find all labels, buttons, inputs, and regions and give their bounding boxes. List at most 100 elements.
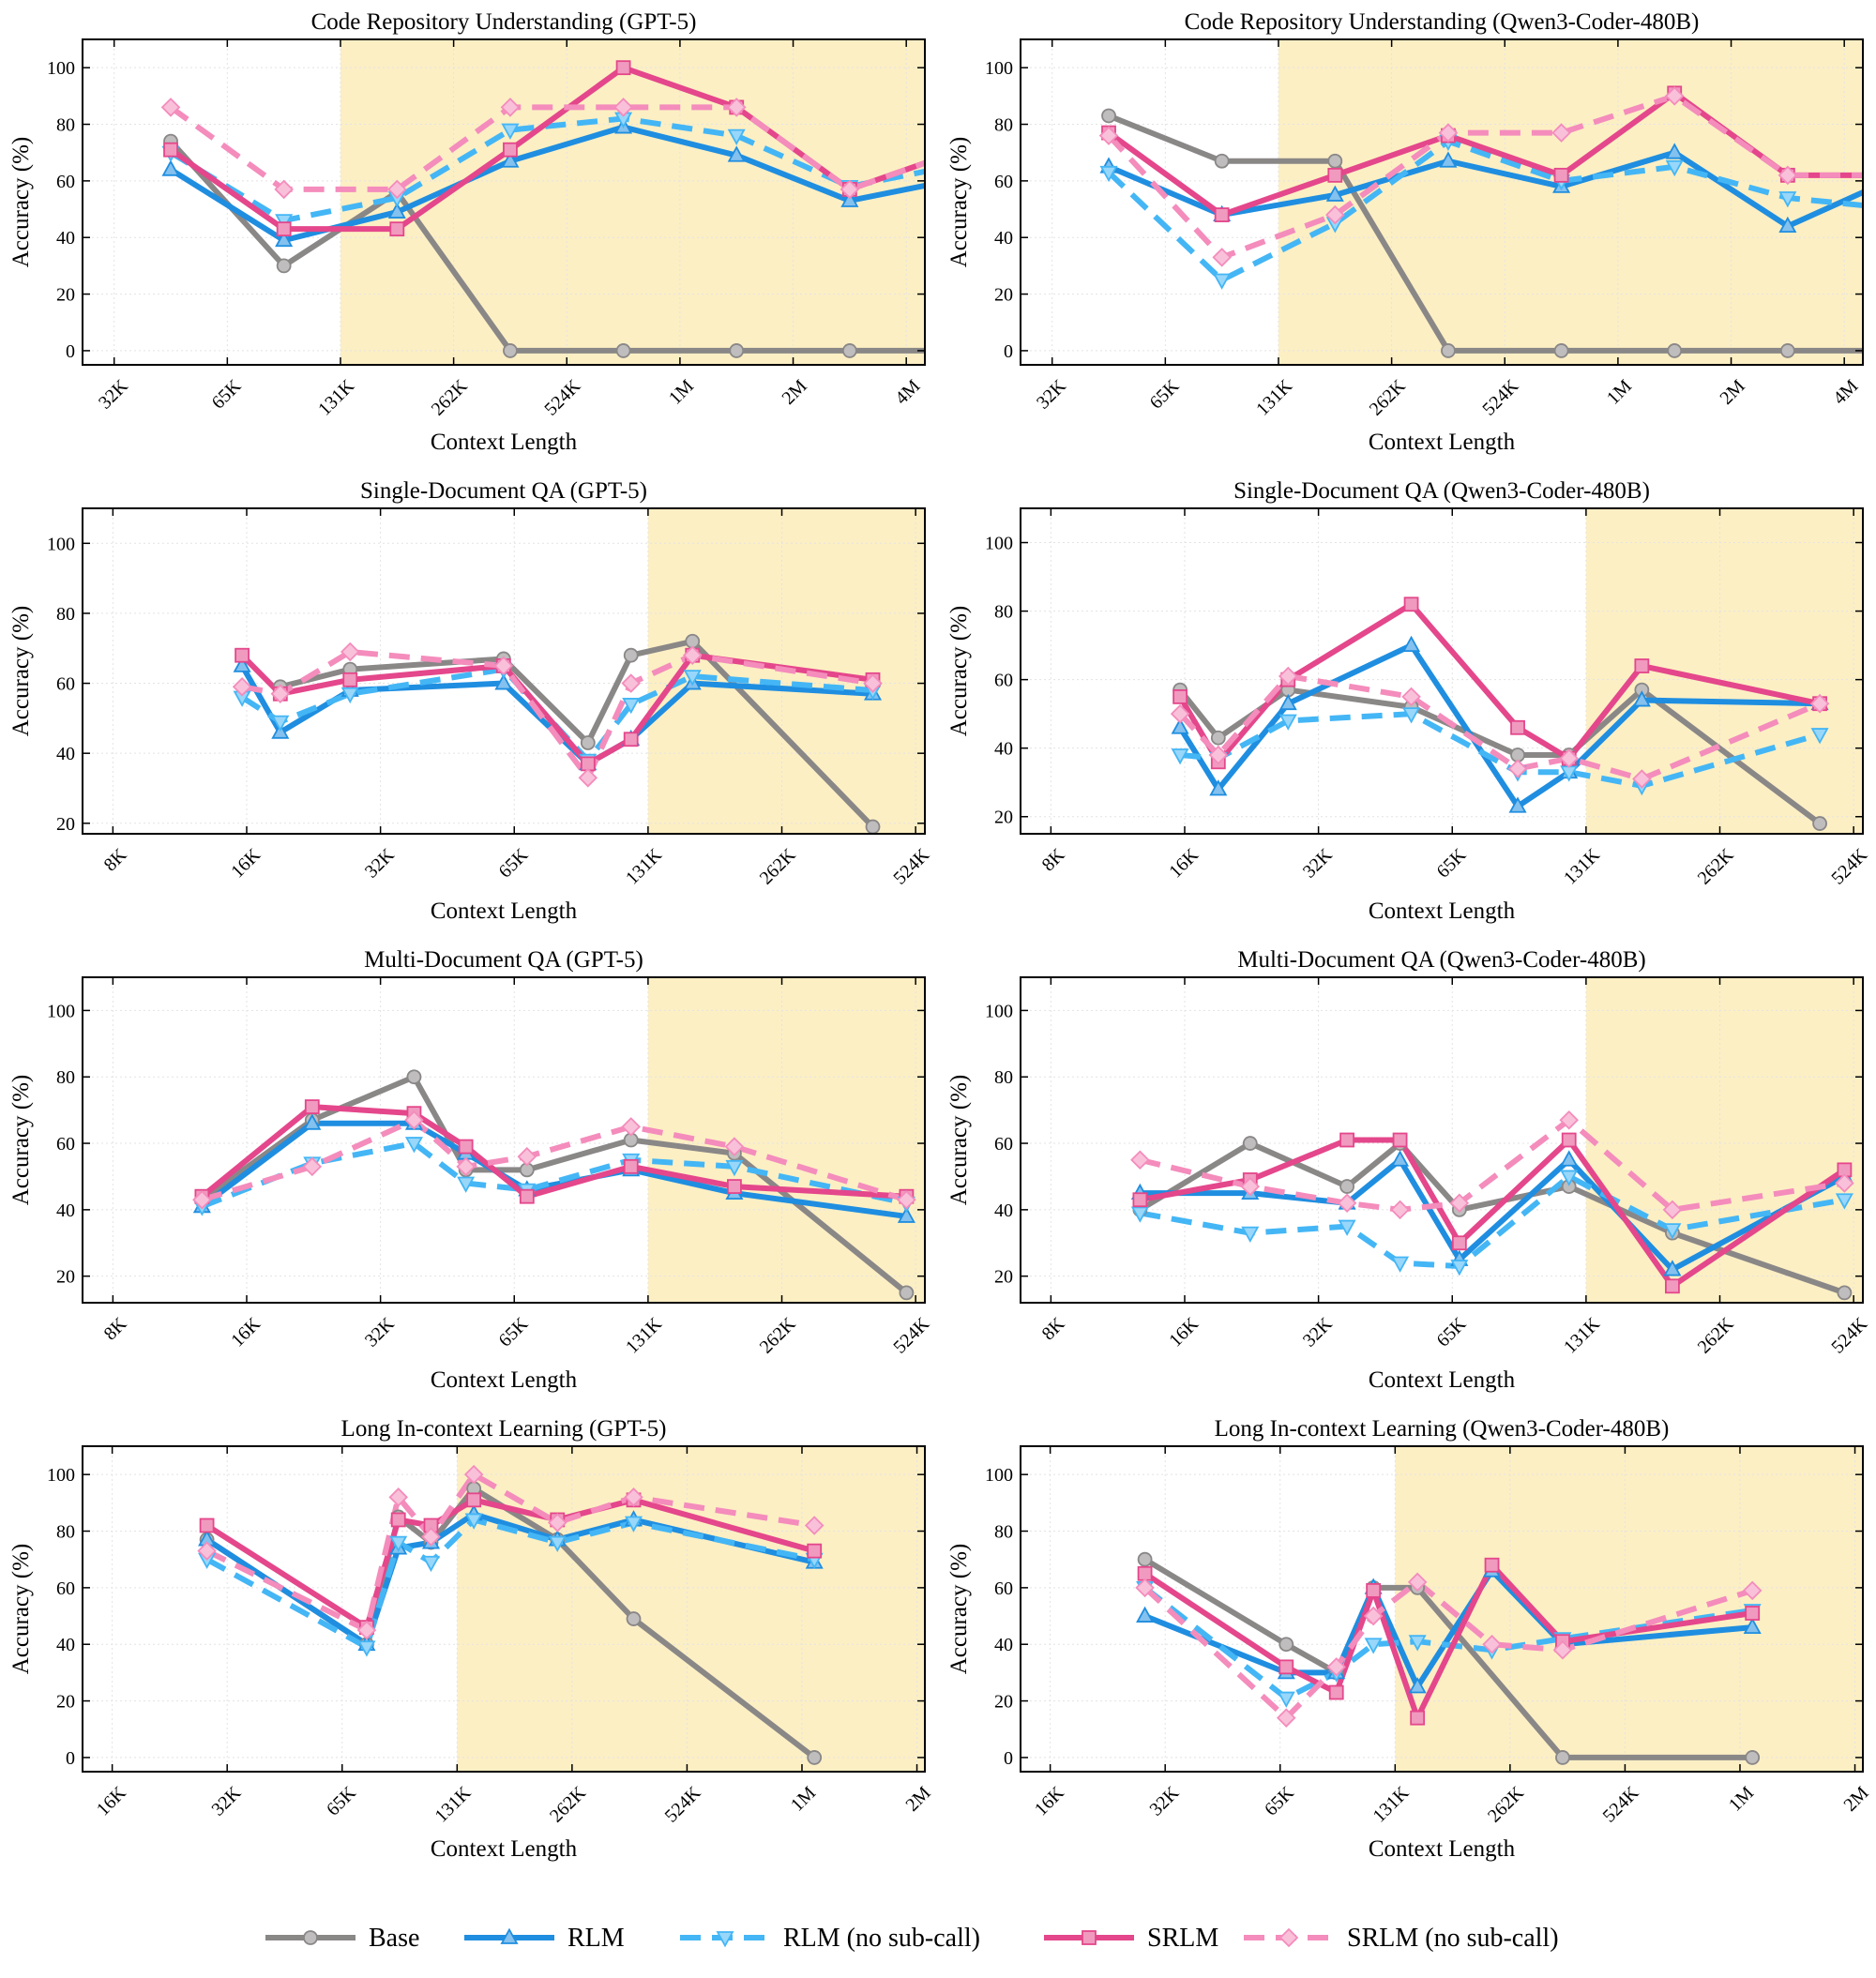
data-point-srlm-no-sub-call <box>340 642 360 662</box>
x-tick-label: 262K <box>1366 375 1410 419</box>
data-point-rlm <box>1402 635 1421 653</box>
data-point-base <box>1242 1136 1258 1151</box>
x-tick-label: 1M <box>787 1782 820 1815</box>
data-point-srlm-no-sub-call <box>1742 1580 1763 1601</box>
data-point-srlm <box>1561 1132 1577 1148</box>
data-point-rlm <box>1743 1617 1762 1635</box>
data-point-srlm-no-sub-call <box>421 1527 441 1547</box>
x-tick-label: 524K <box>1827 1313 1871 1357</box>
data-point-rlm-no-sub-call <box>1402 707 1421 724</box>
data-point-rlm-no-sub-call <box>1663 1223 1682 1240</box>
data-point-srlm-no-sub-call <box>1632 769 1652 789</box>
legend-item-base: Base <box>265 1924 419 1953</box>
data-point-base <box>1745 1750 1761 1765</box>
x-tick-label: 16K <box>1031 1782 1068 1819</box>
data-point-srlm-no-sub-call <box>1170 703 1190 724</box>
data-point-srlm <box>342 672 358 687</box>
data-point-srlm <box>519 1188 535 1204</box>
data-point-srlm-no-sub-call <box>1390 1200 1410 1220</box>
plot-frame <box>1020 1445 1864 1773</box>
y-tick-label: 100 <box>47 1001 75 1021</box>
data-point-srlm <box>1392 1132 1408 1148</box>
data-point-base <box>626 1611 642 1626</box>
chart-panel-5: 20 40 60 80 100 8K 16K 32K 65K 131K 262K 524K Multi-… <box>8 947 934 1393</box>
data-point-srlm-no-sub-call <box>302 1156 323 1177</box>
data-point-rlm-no-sub-call <box>1560 1170 1579 1186</box>
data-point-srlm-no-sub-call <box>1098 126 1119 145</box>
data-point-rlm <box>275 230 294 248</box>
y-tick-label: 20 <box>994 1267 1013 1288</box>
data-point-srlm-no-sub-call <box>1325 204 1345 225</box>
x-tick-label: 1M <box>1603 375 1636 408</box>
shaded-region <box>647 977 925 1303</box>
series-line-rlm-no-sub-call <box>1142 1585 1753 1701</box>
data-point-base <box>503 343 518 358</box>
chart-title: Multi-Document QA (GPT-5) <box>364 947 643 973</box>
data-point-srlm-no-sub-call <box>1507 759 1528 778</box>
data-point-srlm <box>1510 719 1525 735</box>
x-tick-label: 65K <box>494 844 532 882</box>
data-point-srlm-no-sub-call <box>863 673 883 693</box>
x-tick-label: 524K <box>661 1782 705 1826</box>
data-point-rlm <box>1136 1606 1155 1623</box>
x-tick-label: 131K <box>622 844 666 888</box>
x-tick-label: 32K <box>1145 1782 1183 1819</box>
series-line-srlm-no-sub-call <box>1139 1117 1845 1213</box>
y-tick-label: 100 <box>985 1465 1013 1486</box>
chart-panel-7: 0 20 40 60 80 100 16K 32K 65K 131K 262K 524K 1M 2M Lon… <box>8 1416 935 1862</box>
y-tick-label: 60 <box>56 674 75 695</box>
legend-item-rlm-no-sub-call: RLM (no sub-call) <box>680 1924 980 1953</box>
data-point-srlm <box>727 1179 742 1194</box>
data-point-srlm <box>1484 1557 1500 1573</box>
shaded-region <box>1278 39 1863 365</box>
y-axis-label: Accuracy (%) <box>946 1544 972 1675</box>
x-tick-label: 2M <box>778 375 810 408</box>
y-tick-label: 40 <box>56 1635 75 1655</box>
data-point-base <box>406 1069 422 1085</box>
data-point-base <box>729 343 745 358</box>
data-point-srlm <box>1553 167 1569 183</box>
x-tick-label: 131K <box>1369 1782 1413 1826</box>
data-point-base <box>1812 816 1827 831</box>
y-tick-label: 20 <box>994 1692 1013 1713</box>
chart-panel-8: 0 20 40 60 80 100 16K 32K 65K 131K 262K 524K 1M 2M Lon… <box>946 1416 1873 1862</box>
series-line-srlm <box>199 1104 910 1200</box>
data-point-rlm-no-sub-call <box>1810 728 1829 745</box>
data-point-rlm-no-sub-call <box>1278 714 1297 731</box>
legend-marker-srlm <box>1082 1930 1097 1945</box>
data-point-srlm <box>1745 1606 1761 1621</box>
x-tick-label: 262K <box>756 844 800 888</box>
plot-frame <box>1020 38 1864 366</box>
data-point-srlm <box>390 1512 406 1528</box>
y-tick-label: 40 <box>994 1200 1013 1221</box>
chart-title: Long In-context Learning (GPT-5) <box>341 1416 667 1442</box>
data-point-rlm <box>1663 1260 1682 1276</box>
data-point-base <box>1278 1637 1294 1653</box>
x-tick-label: 32K <box>361 1313 399 1351</box>
x-tick-label: 32K <box>95 375 132 413</box>
x-tick-label: 524K <box>889 1313 933 1357</box>
data-point-rlm-no-sub-call <box>727 128 746 145</box>
x-axis-label: Context Length <box>1369 1367 1516 1393</box>
y-axis-label: Accuracy (%) <box>946 606 972 737</box>
y-tick-label: 60 <box>56 1134 75 1155</box>
data-point-rlm <box>1171 717 1189 734</box>
y-tick-label: 20 <box>56 814 75 835</box>
y-tick-label: 40 <box>994 228 1013 249</box>
data-point-base <box>1555 1750 1570 1765</box>
x-axis-label: Context Length <box>1369 898 1516 924</box>
data-point-rlm-no-sub-call <box>1665 159 1684 177</box>
legend: Base RLM RLM (no sub-call) SRLM SRLM (no sub… <box>265 1924 1559 1953</box>
chart-panel-4: 20 40 60 80 100 8K 16K 32K 65K 131K 262K 524K Single… <box>946 478 1872 924</box>
y-tick-label: 60 <box>56 1578 75 1599</box>
x-tick-label: 524K <box>1827 844 1871 888</box>
data-point-rlm <box>1665 143 1684 159</box>
x-tick-label: 524K <box>540 375 584 419</box>
data-point-rlm <box>1408 1677 1427 1694</box>
x-tick-label: 16K <box>93 1782 130 1819</box>
x-tick-label: 524K <box>1599 1782 1643 1826</box>
y-tick-label: 0 <box>1004 341 1013 362</box>
data-point-rlm-no-sub-call <box>1277 1691 1295 1708</box>
series-line-srlm-no-sub-call <box>205 1472 815 1634</box>
data-point-rlm <box>840 190 859 207</box>
